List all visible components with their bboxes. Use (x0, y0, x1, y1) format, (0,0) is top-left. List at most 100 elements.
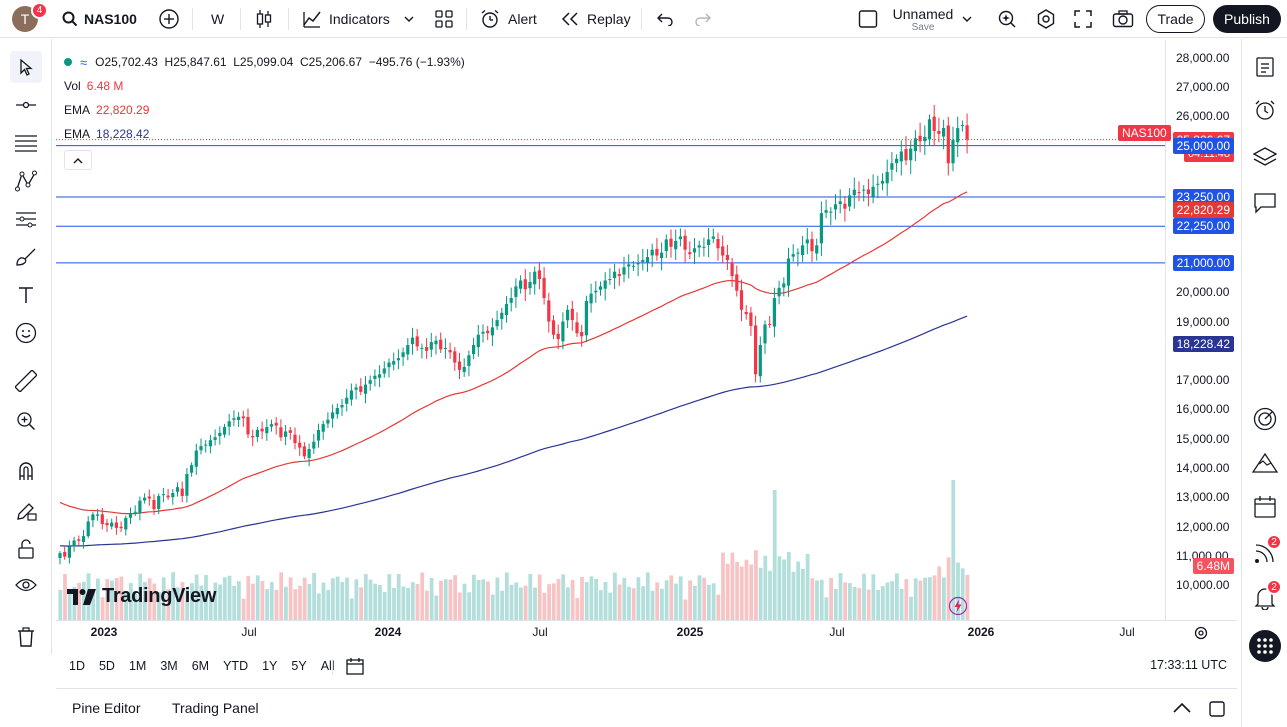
alert-button[interactable]: Alert (480, 0, 537, 38)
trade-label: Trade (1157, 11, 1194, 27)
forecast-tool[interactable] (10, 203, 42, 235)
redo-button[interactable] (694, 0, 712, 38)
layouts-button[interactable] (435, 0, 453, 38)
indicators-button[interactable]: Indicators (302, 0, 414, 38)
stay-in-drawing-mode-tool[interactable] (10, 495, 42, 527)
pattern-tool[interactable] (10, 165, 42, 197)
volume-bar (951, 480, 956, 620)
replay-button[interactable]: Replay (561, 0, 631, 38)
watchlist-button[interactable] (1249, 51, 1281, 83)
snapshot-button[interactable] (1112, 0, 1134, 38)
candle-body (143, 497, 147, 501)
target-button[interactable] (1249, 403, 1281, 435)
price-tick: 13,000.00 (1176, 490, 1230, 505)
volume-bar (810, 578, 815, 620)
candle-body (660, 252, 664, 259)
apps-menu-button[interactable] (1249, 630, 1281, 662)
zoom-tool[interactable] (10, 405, 42, 437)
volume-bar (768, 570, 772, 620)
time-scale[interactable]: 2023 Jul 2024 Jul 2025 Jul 2026 Jul (56, 620, 1237, 644)
chat-button[interactable] (1249, 187, 1281, 219)
ema-slow-legend[interactable]: EMA 18,228.42 (64, 122, 465, 146)
ideas-stream-button[interactable] (1249, 537, 1281, 569)
range-all-button[interactable]: All (320, 659, 335, 673)
object-tree-button[interactable] (1249, 141, 1281, 173)
scale-settings-button[interactable] (1193, 625, 1209, 644)
goto-date-button[interactable] (345, 656, 365, 679)
layout-name-label: Unnamed (892, 6, 954, 22)
range-6m-button[interactable]: 6M (191, 659, 210, 673)
interval-selector[interactable]: W (211, 0, 224, 38)
fib-tool[interactable] (10, 127, 42, 159)
quick-search-button[interactable] (997, 0, 1017, 38)
candle-body (288, 430, 292, 433)
utc-clock[interactable]: 17:33:11 UTC (1150, 658, 1227, 672)
layout-checkbox[interactable] (858, 0, 878, 38)
publish-button[interactable]: Publish (1213, 5, 1281, 33)
settings-button[interactable] (1036, 0, 1056, 38)
price-scale[interactable]: 28,000.00 27,000.00 26,000.00 20,000.00 19,0… (1165, 40, 1237, 620)
fullscreen-button[interactable] (1074, 0, 1092, 38)
remove-drawings-tool[interactable] (10, 621, 42, 653)
volume-bar (608, 592, 613, 620)
measure-tool[interactable] (10, 365, 42, 397)
calendar-button[interactable] (1249, 491, 1281, 523)
tradingview-watermark[interactable]: TradingView (66, 585, 216, 608)
hotlists-button[interactable] (1249, 447, 1281, 479)
undo-button[interactable] (656, 0, 674, 38)
collapse-legend-button[interactable] (64, 150, 92, 170)
candle-body (147, 496, 151, 499)
candle-body (608, 279, 612, 281)
trend-line-tool[interactable] (10, 89, 42, 121)
compare-symbol-button[interactable] (158, 0, 180, 38)
top-toolbar: T 4 NAS100 W Indicators Alert Replay Unn… (0, 0, 1287, 38)
volume-bar (213, 582, 218, 620)
volume-bar (326, 589, 331, 620)
candle-body (782, 283, 786, 288)
layout-menu-button[interactable] (962, 0, 972, 38)
volume-bar (876, 590, 880, 620)
range-1d-button[interactable]: 1D (69, 659, 85, 673)
range-1y-button[interactable]: 1Y (262, 659, 278, 673)
chart-type-button[interactable] (255, 0, 273, 38)
volume-bar (664, 580, 669, 620)
range-5y-button[interactable]: 5Y (291, 659, 307, 673)
cursor-tool[interactable] (10, 51, 42, 83)
brush-tool[interactable] (10, 241, 42, 273)
pine-editor-tab[interactable]: Pine Editor (72, 700, 140, 716)
ema-fast-legend[interactable]: EMA 22,820.29 (64, 98, 465, 122)
lightning-button[interactable] (948, 596, 968, 620)
text-tool[interactable] (10, 279, 42, 311)
symbol-search[interactable]: NAS100 (62, 0, 137, 38)
alerts-panel-button[interactable] (1249, 94, 1281, 126)
magnet-tool[interactable] (10, 455, 42, 487)
volume-bar (674, 583, 678, 620)
candle-body (326, 419, 330, 424)
range-ytd-button[interactable]: YTD (223, 659, 249, 673)
brush-icon (16, 248, 36, 266)
trading-panel-tab[interactable]: Trading Panel (172, 700, 259, 716)
range-1m-button[interactable]: 1M (128, 659, 147, 673)
layout-name[interactable]: Unnamed Save (892, 6, 954, 34)
candle-body (279, 427, 283, 438)
expand-panel-button[interactable] (1172, 701, 1192, 717)
candle-body (533, 271, 537, 285)
lock-drawings-tool[interactable] (10, 533, 42, 565)
range-3m-button[interactable]: 3M (160, 659, 178, 673)
volume-legend[interactable]: Vol 6.48 M (64, 74, 465, 98)
candle-body (871, 186, 875, 197)
candle-body (876, 183, 880, 185)
chart-pane[interactable]: TradingView (56, 40, 1165, 620)
trade-button[interactable]: Trade (1146, 5, 1205, 33)
candlestick-chart (56, 104, 1165, 620)
maximize-panel-button[interactable] (1208, 700, 1226, 721)
candle-body (218, 432, 222, 436)
emoji-tool[interactable] (10, 317, 42, 349)
volume-bar (180, 582, 185, 620)
candle-body (744, 311, 748, 315)
candle-body (899, 151, 903, 162)
candle-body (890, 163, 894, 170)
range-5d-button[interactable]: 5D (98, 659, 115, 673)
hide-drawings-tool[interactable] (10, 569, 42, 601)
ema2-value: 18,228.42 (96, 127, 150, 141)
